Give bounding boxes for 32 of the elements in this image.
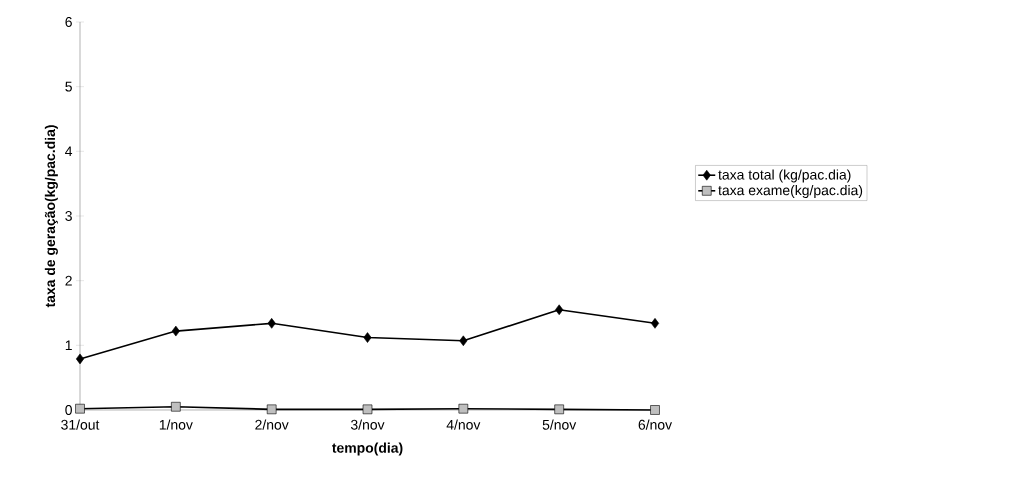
x-axis-title: tempo(dia)	[332, 442, 403, 456]
point	[458, 403, 469, 414]
legend-label: taxa total (kg/pac.dia)	[718, 169, 851, 183]
point	[363, 332, 372, 343]
point	[362, 404, 373, 415]
x-tick-label: 5/nov	[542, 419, 577, 430]
y-axis-title: taxa de geração(kg/pac.dia)	[44, 125, 58, 308]
y-tick-label: 3	[65, 211, 72, 221]
point	[171, 325, 180, 337]
y-tick-label: 1	[65, 340, 72, 351]
point	[459, 335, 468, 347]
y-tick-label: 4	[65, 146, 73, 157]
y-tick-label: 5	[65, 81, 72, 92]
point	[554, 404, 564, 415]
point	[555, 304, 564, 316]
x-tick-label: 31/out	[61, 419, 100, 430]
point	[171, 401, 181, 412]
y-tick-label: 2	[65, 275, 72, 286]
point	[267, 318, 276, 329]
x-tick-label: 1/nov	[159, 419, 193, 430]
legend-label: taxa exame(kg/pac.dia)	[718, 185, 863, 198]
x-tick-label: 4/nov	[446, 419, 481, 430]
point	[75, 403, 85, 414]
y-tick-label: 6	[65, 17, 72, 27]
point	[266, 404, 277, 415]
y-tick-label: 0	[65, 405, 72, 415]
point	[75, 353, 85, 365]
x-tick-label: 6/nov	[638, 419, 673, 430]
point	[650, 405, 660, 415]
point	[650, 318, 660, 329]
x-tick-label: 3/nov	[350, 419, 385, 430]
x-tick-label: 2/nov	[255, 419, 289, 430]
